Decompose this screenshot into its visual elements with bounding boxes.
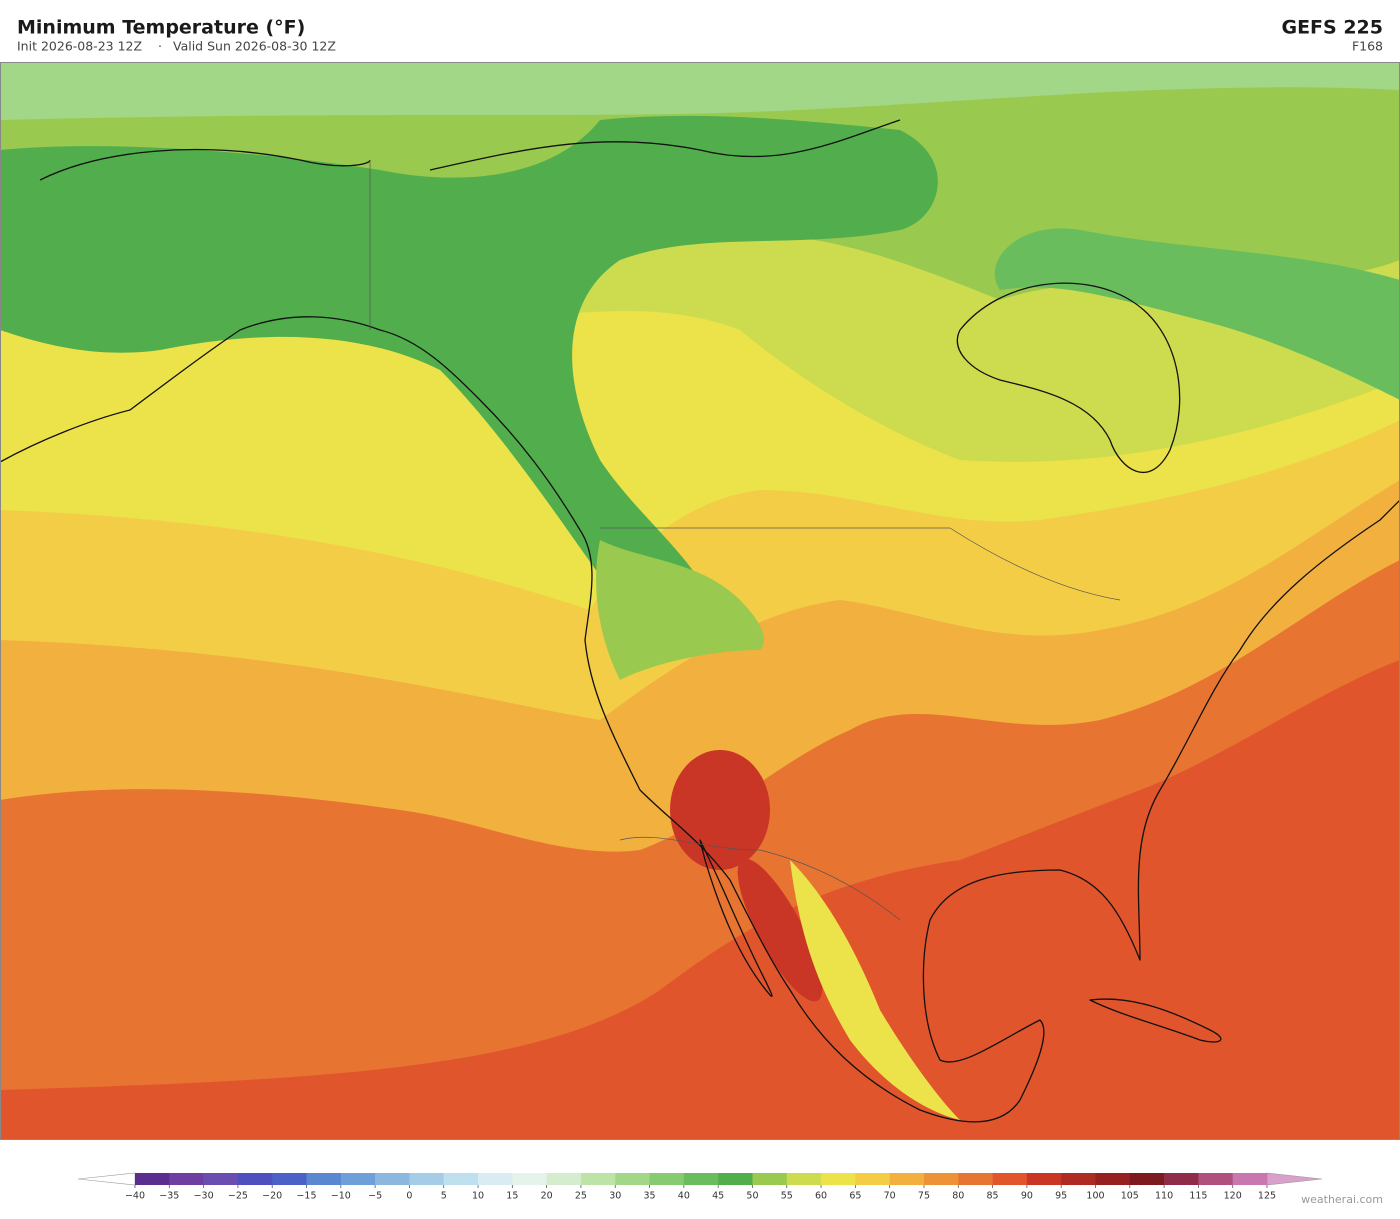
coastline (956, 282, 1181, 473)
colorbar-segment (546, 1173, 582, 1185)
colorbar-tick-label: 90 (1021, 1191, 1033, 1202)
colorbar-tick-label: 120 (1224, 1191, 1242, 1202)
temperature-field (596, 540, 764, 680)
colorbar-segment (1129, 1173, 1165, 1185)
map-title: Minimum Temperature (°F) (17, 17, 305, 39)
colorbar-tick-label: 125 (1258, 1191, 1276, 1202)
init-time: Init 2026-08-23 12Z (17, 39, 142, 54)
colorbar-segment (135, 1173, 170, 1185)
colorbar-tick-label: −10 (331, 1191, 351, 1202)
temperature-field (737, 858, 823, 1002)
coastline (699, 839, 773, 997)
colorbar-tick-label: 70 (884, 1191, 896, 1202)
colorbar-tick-label: 35 (643, 1191, 655, 1202)
colorbar-tick-label: −25 (228, 1191, 248, 1202)
colorbar-tick-label: −15 (296, 1191, 316, 1202)
colorbar-tick-label: 10 (472, 1191, 484, 1202)
coastline (1089, 998, 1222, 1043)
colorbar-segment (340, 1173, 376, 1185)
colorbar-tick-label: 50 (746, 1191, 758, 1202)
colorbar-tick-label: 20 (541, 1191, 553, 1202)
colorbar-segment (306, 1173, 342, 1185)
credit: weatherai.com (1301, 1193, 1383, 1206)
colorbar-segment (1095, 1173, 1131, 1185)
colorbar-extend-high (1266, 1172, 1323, 1186)
separator: · (158, 39, 162, 54)
colorbar: −40 −35 −30 −25 −20 −15 −10 −5 0 5 10 15 20 25 30 35 40 4… (77, 1172, 1323, 1202)
colorbar-segment (580, 1173, 616, 1185)
colorbar-tick-label: 5 (441, 1191, 447, 1202)
colorbar-tick-label: −5 (368, 1191, 382, 1202)
colorbar-tick-label: −40 (125, 1191, 145, 1202)
forecast-hour: F168 (1352, 39, 1383, 54)
colorbar-segment (272, 1173, 307, 1185)
colorbar-tick-label: −30 (194, 1191, 214, 1202)
colorbar-tick-label: 105 (1121, 1191, 1139, 1202)
colorbar-segment (409, 1173, 445, 1185)
colorbar-segment (683, 1173, 719, 1185)
colorbar-tick-label: 15 (506, 1191, 518, 1202)
colorbar-tick-label: 100 (1086, 1191, 1104, 1202)
coastline (39, 119, 901, 181)
colorbar-segment (1232, 1173, 1268, 1185)
colorbar-segment (821, 1173, 856, 1185)
colorbar-tick-label: 0 (406, 1191, 412, 1202)
colorbar-segment (1061, 1173, 1096, 1185)
colorbar-segment (203, 1173, 239, 1185)
border (369, 160, 1121, 921)
colorbar-tick-label: 40 (678, 1191, 690, 1202)
colorbar-tick-label: 115 (1189, 1191, 1207, 1202)
header: Minimum Temperature (°F) Init 2026-08-23… (17, 17, 1383, 54)
colorbar-segment (649, 1173, 685, 1185)
coastline (0, 316, 1400, 1123)
colorbar-segment (615, 1173, 650, 1185)
colorbar-tick-label: 80 (952, 1191, 964, 1202)
colorbar-segment (375, 1173, 410, 1185)
colorbar-tick-label: 75 (918, 1191, 930, 1202)
colorbar-segment (237, 1173, 273, 1185)
map (0, 62, 1400, 1140)
colorbar-tick-label: 25 (575, 1191, 587, 1202)
colorbar-segment (1026, 1173, 1062, 1185)
colorbar-tick-label: 45 (712, 1191, 724, 1202)
colorbar-segment (786, 1173, 822, 1185)
temperature-field (0, 115, 938, 629)
colorbar-segment (958, 1173, 993, 1185)
temperature-field (0, 62, 1400, 120)
colorbar-segment (169, 1173, 204, 1185)
colorbar-tick-label: 55 (781, 1191, 793, 1202)
colorbar-tick-label: 30 (609, 1191, 621, 1202)
colorbar-segment (752, 1173, 788, 1185)
colorbar-segment (923, 1173, 959, 1185)
colorbar-segment (478, 1173, 513, 1185)
colorbar-segment (1198, 1173, 1233, 1185)
temperature-field (994, 228, 1400, 400)
colorbar-segment (443, 1173, 479, 1185)
temperature-field (670, 750, 770, 870)
colorbar-tick-label: 110 (1155, 1191, 1173, 1202)
valid-time: Valid Sun 2026-08-30 12Z (173, 39, 336, 54)
colorbar-segment (718, 1173, 753, 1185)
colorbar-segment (855, 1173, 890, 1185)
temperature-field (790, 860, 960, 1120)
colorbar-segment (889, 1173, 925, 1185)
colorbar-segment (992, 1173, 1028, 1185)
colorbar-tick-label: 65 (849, 1191, 861, 1202)
colorbar-tick-label: 85 (987, 1191, 999, 1202)
colorbar-segment (512, 1173, 547, 1185)
colorbar-tick-label: −35 (159, 1191, 179, 1202)
model-name: GEFS 225 (1281, 17, 1383, 39)
colorbar-tick-label: 95 (1055, 1191, 1067, 1202)
colorbar-extend-low (77, 1172, 136, 1186)
colorbar-tick-label: 60 (815, 1191, 827, 1202)
colorbar-tick-label: −20 (262, 1191, 282, 1202)
colorbar-segment (1164, 1173, 1199, 1185)
